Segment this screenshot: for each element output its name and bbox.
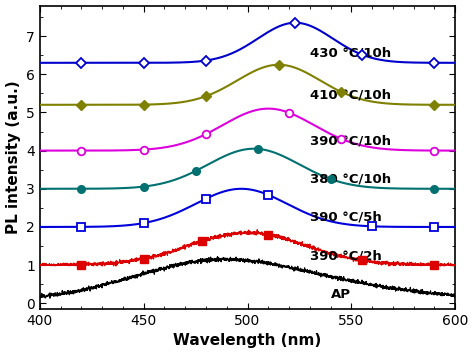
X-axis label: Wavelength (nm): Wavelength (nm) <box>173 333 322 348</box>
Text: 410 °C/10h: 410 °C/10h <box>310 89 391 102</box>
Y-axis label: PL intensity (a.u.): PL intensity (a.u.) <box>6 80 20 234</box>
Text: 390 °C/2h: 390 °C/2h <box>310 249 382 262</box>
Text: 390 °C/10h: 390 °C/10h <box>310 135 391 148</box>
Text: AP: AP <box>331 289 351 301</box>
Text: 380 °C/10h: 380 °C/10h <box>310 173 391 186</box>
Text: 390 °C/5h: 390 °C/5h <box>310 211 382 224</box>
Text: 430 °C/10h: 430 °C/10h <box>310 47 391 60</box>
